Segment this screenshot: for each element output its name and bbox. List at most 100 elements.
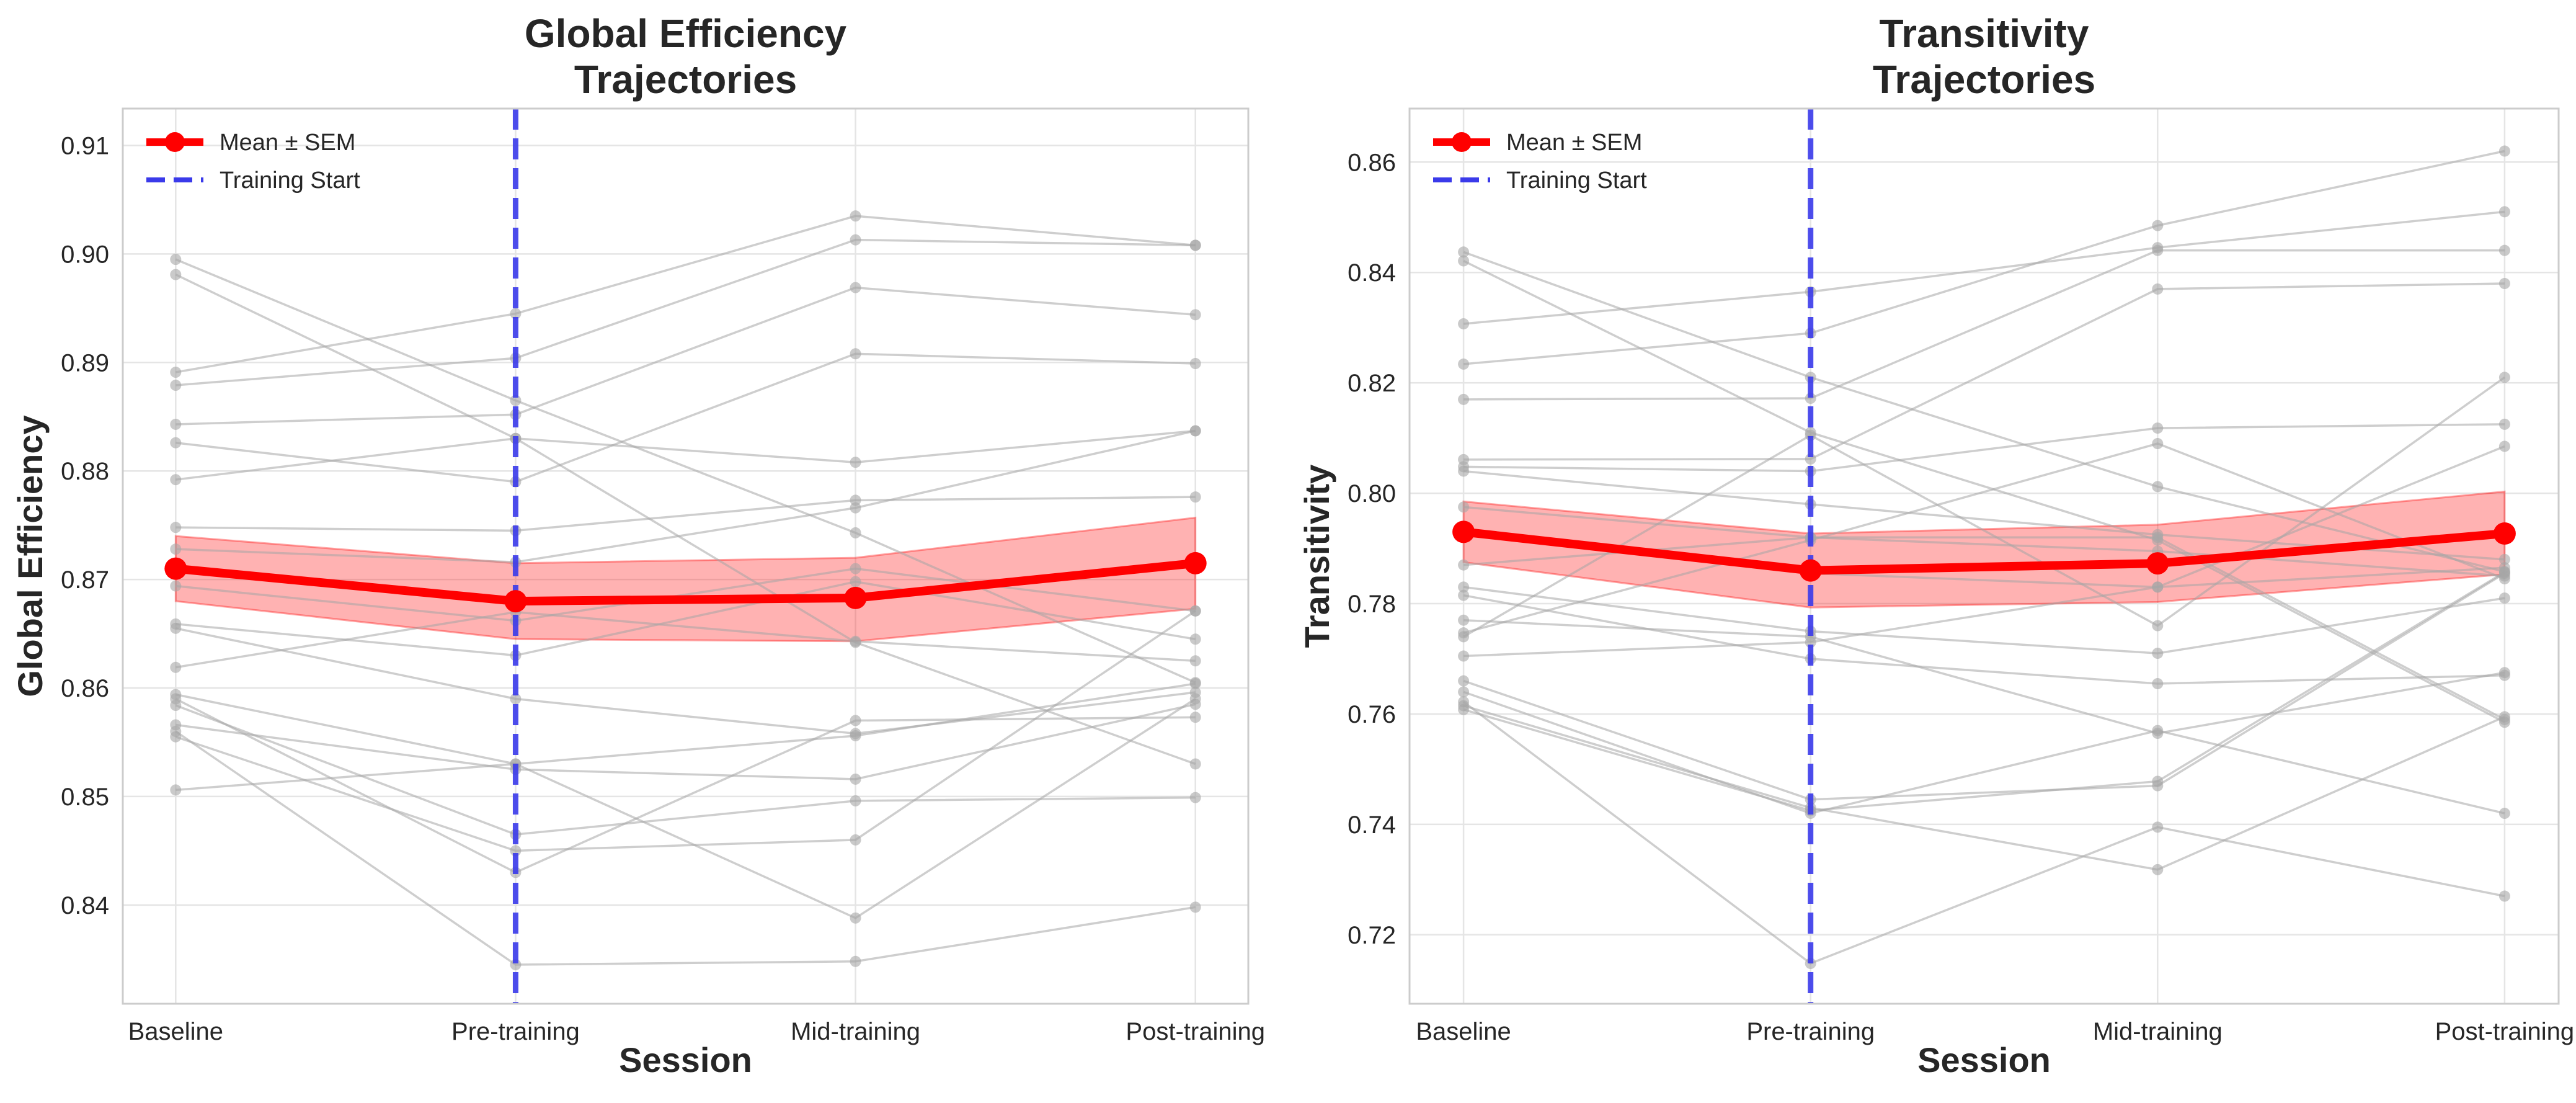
subject-point	[170, 700, 182, 711]
x-axis-title: Session	[1917, 1040, 2051, 1079]
subject-trajectory	[170, 234, 1201, 391]
subject-point	[850, 502, 861, 514]
legend-mean-marker	[1452, 132, 1472, 152]
subject-point	[1189, 693, 1201, 705]
subject-point	[850, 210, 861, 222]
subject-line	[1463, 618, 2505, 735]
subject-point	[170, 474, 182, 486]
subject-line	[175, 730, 1196, 966]
subject-line	[175, 215, 1196, 373]
subject-line	[175, 610, 1196, 669]
y-tick-label: 0.87	[61, 566, 109, 594]
y-tick-label: 0.80	[1348, 480, 1396, 507]
subject-line	[1463, 210, 2505, 325]
y-tick-label: 0.85	[61, 784, 109, 811]
subject-line	[175, 682, 1196, 766]
legend-mean-marker	[165, 132, 185, 152]
subject-point	[1189, 758, 1201, 770]
subject-point	[2152, 678, 2164, 690]
mean-point	[2493, 522, 2516, 545]
subject-line	[175, 697, 1196, 874]
y-tick-label: 0.86	[1348, 149, 1396, 176]
y-axis-title: Transitivity	[1297, 465, 1336, 648]
panel-title-line-1: Transitivity	[1880, 11, 2089, 56]
subject-point	[2498, 278, 2510, 290]
subject-point	[1458, 631, 1470, 643]
subject-point	[2498, 553, 2510, 565]
legend: Mean ± SEM Training Start	[146, 130, 360, 194]
subject-point	[1189, 425, 1201, 437]
subject-point	[510, 308, 522, 319]
subject-line	[1463, 442, 2505, 634]
subject-trajectory	[170, 678, 1201, 770]
subject-point	[170, 269, 182, 280]
global-efficiency-panel: 0.84 0.85 0.86 0.87 0.88 0.89 0.90 0.91 Baseline…	[11, 11, 1265, 1079]
mean-point	[844, 586, 867, 609]
y-tick-label: 0.74	[1348, 811, 1396, 839]
subject-point	[1189, 309, 1201, 321]
y-tick-label: 0.88	[61, 458, 109, 485]
subject-line	[1463, 506, 2505, 578]
subject-point	[850, 563, 861, 574]
subject-point	[1458, 614, 1470, 626]
mean-point	[1184, 552, 1207, 574]
subject-point	[2498, 667, 2510, 679]
subject-point	[2152, 220, 2164, 231]
subject-point	[1458, 650, 1470, 662]
subject-line	[1463, 150, 2505, 365]
subject-point	[1189, 239, 1201, 251]
y-tick-label: 0.72	[1348, 922, 1396, 949]
subject-point	[2498, 244, 2510, 256]
x-axis-title: Session	[619, 1040, 752, 1079]
subject-point	[1189, 901, 1201, 913]
mean-point	[1799, 559, 1822, 582]
x-tick-label: Mid-training	[791, 1018, 920, 1045]
subject-point	[2152, 481, 2164, 493]
subject-point	[170, 661, 182, 673]
subject-point	[1189, 491, 1201, 503]
subject-line	[1463, 572, 2505, 801]
subject-trajectory	[170, 491, 1201, 537]
x-tick-label: Pre-training	[451, 1018, 580, 1045]
y-tick-label: 0.84	[61, 892, 109, 919]
subject-line	[175, 698, 1196, 919]
subject-point	[850, 527, 861, 538]
subject-point	[2152, 821, 2164, 833]
subject-point	[170, 437, 182, 449]
subject-point	[1458, 255, 1470, 267]
legend: Mean ± SEM Training Start	[1433, 130, 1647, 194]
subject-point	[850, 576, 861, 587]
subject-point	[170, 543, 182, 555]
subject-line	[1463, 251, 2505, 573]
y-tick-label: 0.91	[61, 132, 109, 159]
subject-point	[1458, 246, 1470, 258]
subject-point	[1458, 501, 1470, 513]
subject-point	[2498, 440, 2510, 452]
legend-training-start-label: Training Start	[1506, 167, 1647, 194]
subject-point	[2152, 438, 2164, 450]
mean-line	[1463, 527, 2505, 575]
subject-point	[850, 234, 861, 246]
x-tick-label: Post-training	[2435, 1018, 2575, 1045]
subject-point	[170, 784, 182, 796]
subject-point	[2498, 418, 2510, 430]
subject-trajectory	[170, 425, 1201, 486]
subject-line	[175, 567, 1196, 622]
subject-point	[1189, 712, 1201, 723]
subject-point	[1189, 605, 1201, 617]
subject-point	[1458, 703, 1470, 715]
subject-point	[1458, 581, 1470, 593]
subject-point	[1189, 358, 1201, 370]
y-tick-label: 0.76	[1348, 701, 1396, 728]
subject-line	[175, 610, 1196, 852]
subject-line	[1463, 704, 2505, 871]
subject-point	[170, 622, 182, 634]
panel-title-line-1: Global Efficiency	[525, 11, 847, 56]
subject-point	[1458, 393, 1470, 405]
subject-point	[2152, 532, 2164, 543]
subject-trajectory	[1458, 418, 2510, 477]
subject-point	[1458, 696, 1470, 708]
subject-point	[850, 834, 861, 846]
subject-line	[175, 274, 1196, 766]
